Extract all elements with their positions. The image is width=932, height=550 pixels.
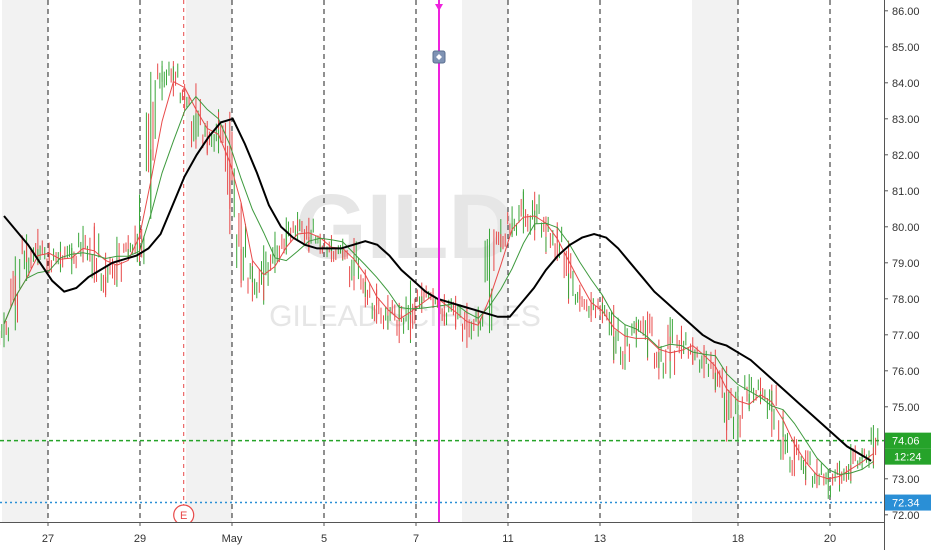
shaded-session	[2, 0, 48, 522]
event-flag-glyph	[436, 54, 442, 60]
x-tick-label: 18	[732, 533, 744, 545]
current-price-text: 74.06	[892, 436, 920, 448]
candle	[462, 302, 472, 348]
x-tick-label: 13	[594, 533, 606, 545]
low-price-badge	[885, 494, 931, 511]
candle	[574, 284, 585, 312]
candle	[394, 302, 405, 344]
y-tick-label: 77.00	[892, 330, 920, 342]
shaded-session	[692, 0, 738, 522]
countdown-badge	[885, 448, 931, 465]
low-price-text: 72.34	[892, 498, 920, 510]
ma-slow-line	[3, 117, 872, 462]
candle	[236, 203, 247, 288]
candle	[168, 61, 179, 97]
event-arrow-icon	[435, 4, 443, 11]
session-shading	[2, 0, 738, 522]
candle	[247, 261, 258, 302]
current-price-badge	[885, 432, 931, 449]
watermark-symbol: GILD	[295, 176, 515, 278]
x-tick-label: 11	[502, 533, 513, 545]
y-tick-label: 78.00	[892, 294, 920, 306]
candle	[620, 324, 630, 370]
x-tick-label: 27	[42, 533, 54, 545]
y-tick-label: 80.00	[892, 222, 920, 234]
candle	[642, 311, 653, 361]
candle	[0, 312, 9, 348]
candle	[123, 235, 134, 259]
candle	[292, 211, 303, 242]
candle	[552, 222, 563, 261]
y-tick-label: 86.00	[892, 6, 920, 18]
candle	[44, 242, 55, 274]
candle	[371, 283, 382, 324]
x-tick-label: 20	[824, 533, 836, 545]
y-tick-label: 83.00	[892, 114, 920, 126]
countdown-text: 12:24	[894, 452, 922, 464]
candle	[800, 450, 811, 486]
candle	[631, 316, 642, 348]
candle	[563, 240, 574, 304]
y-tick-label: 76.00	[892, 366, 920, 378]
y-tick-label: 73.00	[892, 474, 920, 486]
earnings-label: E	[180, 510, 187, 522]
y-tick-label: 85.00	[892, 42, 920, 54]
candle	[653, 339, 664, 380]
price-labels: 74.06 12:24 72.34	[885, 432, 931, 511]
candle	[495, 219, 506, 253]
candle	[382, 295, 393, 330]
y-tick-label: 79.00	[892, 258, 920, 270]
candle	[687, 337, 698, 365]
x-tick-label: 5	[321, 533, 327, 545]
shaded-session	[186, 0, 232, 522]
candle	[518, 189, 529, 234]
candle	[224, 111, 235, 235]
candle	[157, 60, 167, 101]
x-tick-label: 7	[413, 533, 419, 545]
y-tick-label: 75.00	[892, 402, 920, 414]
candle	[10, 256, 21, 331]
candle	[586, 291, 597, 323]
candle	[191, 83, 201, 149]
candle	[484, 228, 495, 334]
candle	[733, 386, 743, 443]
horizontal-lines	[0, 439, 884, 504]
candle	[766, 384, 777, 437]
x-axis-panel	[0, 522, 932, 550]
y-tick-label: 81.00	[892, 186, 920, 198]
event-markers: E	[173, 0, 446, 526]
x-tick-label: 29	[134, 533, 146, 545]
y-tick-label: 72.00	[892, 510, 920, 522]
candle	[258, 245, 269, 305]
candle	[823, 468, 834, 499]
y-tick-label: 82.00	[892, 150, 920, 162]
y-tick-label: 84.00	[892, 78, 920, 90]
x-tick-label: May	[222, 533, 243, 545]
symbol-watermark: GILD GILEAD SCIENCES	[269, 176, 541, 333]
